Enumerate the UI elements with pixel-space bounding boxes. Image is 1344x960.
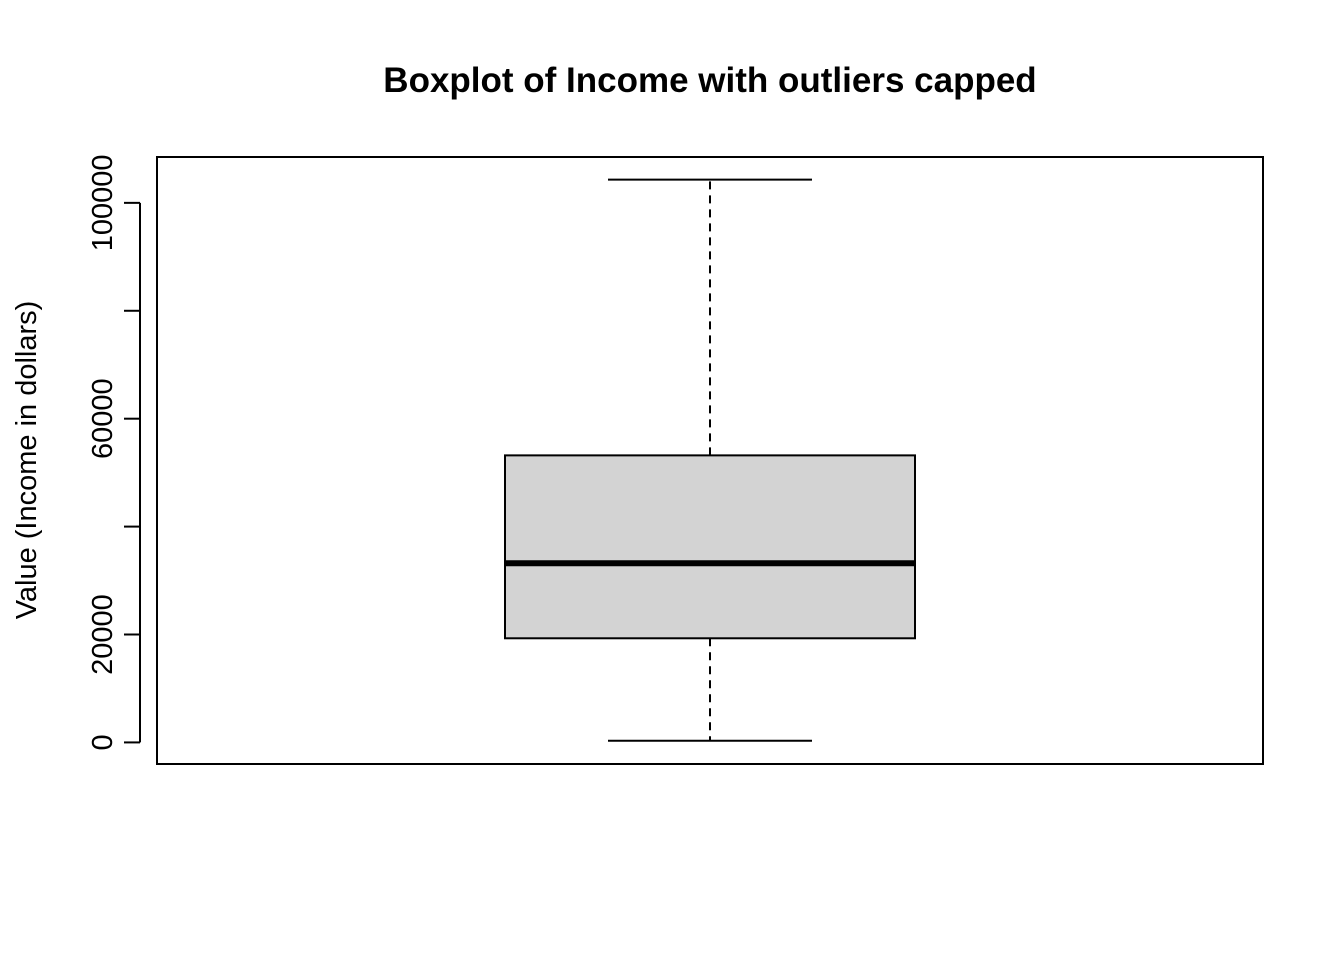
interquartile-box bbox=[504, 454, 916, 640]
plot-frame bbox=[156, 156, 1264, 765]
y-tick-label: 100000 bbox=[87, 154, 119, 251]
chart-title: Boxplot of Income with outliers capped bbox=[383, 61, 1036, 100]
y-axis: 0 20000 60000 100000 bbox=[87, 154, 141, 750]
y-tick-label: 20000 bbox=[87, 594, 119, 675]
box-group bbox=[504, 178, 916, 742]
y-tick-label: 0 bbox=[87, 734, 119, 750]
y-axis-label: Value (Income in dollars) bbox=[11, 301, 43, 620]
y-tick-label: 60000 bbox=[87, 378, 119, 459]
